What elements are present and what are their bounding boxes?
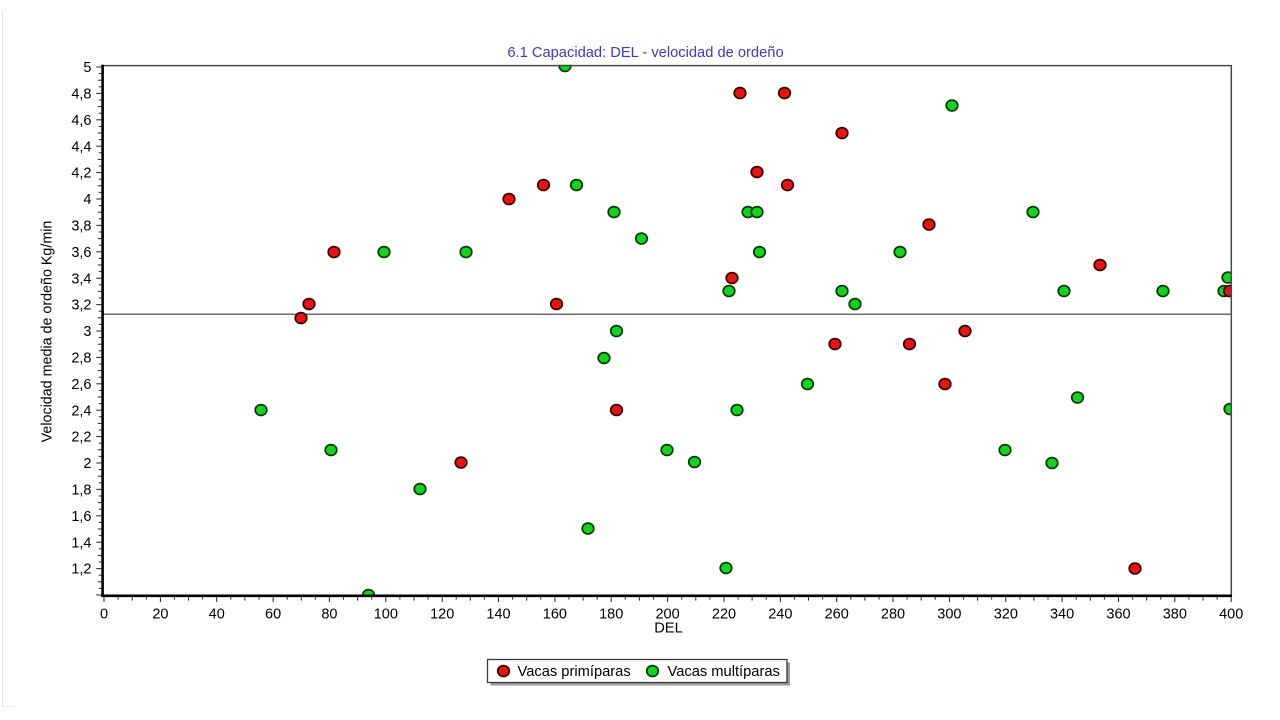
svg-text:0: 0	[100, 606, 108, 622]
svg-text:1,6: 1,6	[71, 509, 91, 525]
svg-text:280: 280	[881, 606, 905, 622]
svg-text:340: 340	[1050, 606, 1074, 622]
svg-text:40: 40	[209, 606, 225, 622]
svg-text:6.1 Capacidad: DEL - velocidad: 6.1 Capacidad: DEL - velocidad de ordeño	[507, 45, 783, 61]
svg-text:4,6: 4,6	[71, 113, 91, 129]
svg-text:2,4: 2,4	[71, 403, 91, 419]
svg-text:DEL: DEL	[654, 621, 683, 637]
svg-text:2,6: 2,6	[71, 377, 91, 393]
svg-text:Velocidad media de ordeño Kg/m: Velocidad media de ordeño Kg/min	[40, 221, 56, 443]
svg-text:80: 80	[321, 606, 337, 622]
svg-text:3,8: 3,8	[71, 219, 91, 235]
svg-text:100: 100	[374, 606, 398, 622]
svg-text:240: 240	[768, 606, 792, 622]
svg-text:Vacas multíparas: Vacas multíparas	[668, 664, 780, 680]
svg-text:180: 180	[599, 606, 623, 622]
svg-text:60: 60	[265, 606, 281, 622]
svg-text:3,6: 3,6	[71, 245, 91, 261]
svg-text:320: 320	[994, 606, 1018, 622]
svg-text:300: 300	[937, 606, 961, 622]
svg-text:Vacas primíparas: Vacas primíparas	[518, 664, 631, 680]
svg-text:2: 2	[83, 456, 91, 472]
svg-text:3: 3	[83, 324, 91, 340]
svg-text:5: 5	[83, 60, 91, 76]
svg-text:4,4: 4,4	[71, 139, 91, 155]
svg-text:2,2: 2,2	[71, 430, 91, 446]
svg-text:1,2: 1,2	[71, 562, 91, 578]
svg-text:20: 20	[152, 606, 168, 622]
svg-text:4,2: 4,2	[71, 166, 91, 182]
svg-text:1,8: 1,8	[71, 483, 91, 499]
svg-text:380: 380	[1163, 606, 1187, 622]
svg-text:1,4: 1,4	[71, 535, 91, 551]
svg-text:360: 360	[1106, 606, 1130, 622]
svg-text:4: 4	[83, 192, 91, 208]
svg-text:3,2: 3,2	[71, 298, 91, 314]
svg-text:140: 140	[486, 606, 510, 622]
svg-text:120: 120	[430, 606, 454, 622]
svg-text:3,4: 3,4	[71, 271, 91, 287]
svg-text:4,8: 4,8	[71, 87, 91, 103]
svg-text:400: 400	[1219, 606, 1243, 622]
svg-text:260: 260	[825, 606, 849, 622]
svg-text:2,8: 2,8	[71, 351, 91, 367]
svg-text:160: 160	[543, 606, 567, 622]
svg-text:200: 200	[655, 606, 679, 622]
svg-text:220: 220	[712, 606, 736, 622]
